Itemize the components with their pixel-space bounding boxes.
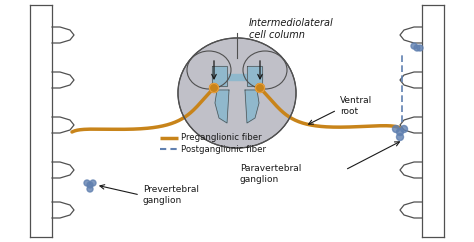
Circle shape (255, 83, 264, 92)
Text: Preganglionic fiber: Preganglionic fiber (181, 134, 262, 143)
Circle shape (411, 43, 417, 49)
Circle shape (392, 126, 400, 133)
Ellipse shape (187, 51, 231, 89)
Text: Postganglionic fiber: Postganglionic fiber (181, 144, 266, 153)
Text: Intermediolateral
cell column: Intermediolateral cell column (249, 18, 334, 40)
Circle shape (87, 186, 93, 192)
Circle shape (84, 180, 90, 186)
Text: Prevertebral
ganglion: Prevertebral ganglion (143, 185, 199, 205)
Circle shape (90, 180, 96, 186)
Ellipse shape (243, 51, 287, 89)
Circle shape (417, 45, 423, 51)
Circle shape (396, 134, 403, 141)
Polygon shape (247, 66, 262, 86)
Circle shape (210, 83, 219, 92)
Text: Paravertebral
ganglion: Paravertebral ganglion (240, 164, 301, 184)
Circle shape (401, 126, 408, 133)
Polygon shape (212, 66, 227, 86)
Ellipse shape (178, 38, 296, 148)
Circle shape (396, 129, 403, 136)
Polygon shape (215, 90, 229, 123)
Circle shape (414, 45, 420, 51)
Text: Ventral
root: Ventral root (340, 96, 372, 116)
Polygon shape (212, 74, 262, 80)
Circle shape (87, 182, 93, 188)
Polygon shape (245, 90, 259, 123)
Polygon shape (231, 90, 243, 108)
